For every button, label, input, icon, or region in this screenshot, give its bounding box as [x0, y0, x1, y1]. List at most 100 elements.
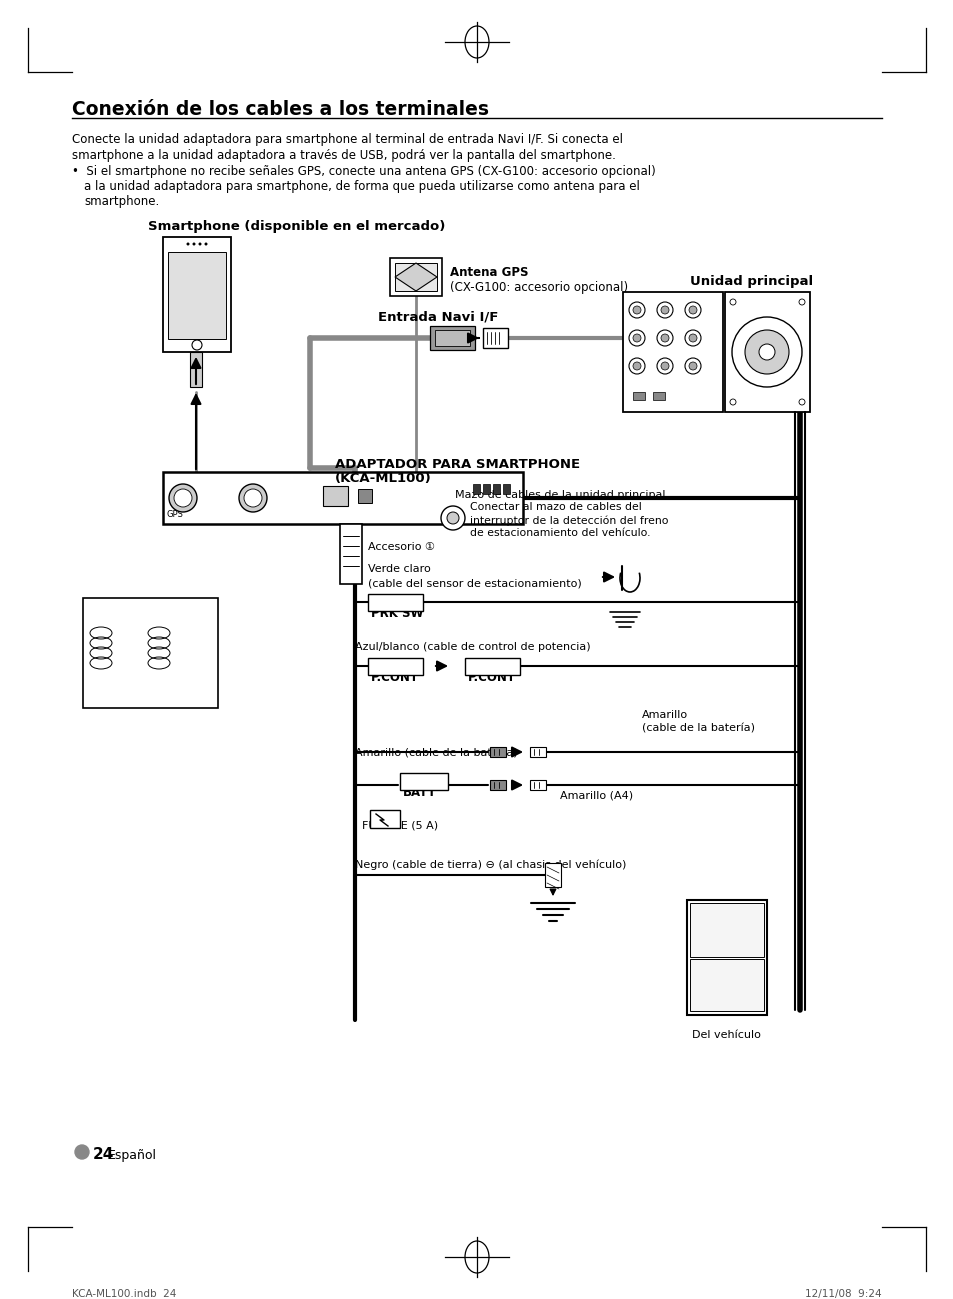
Text: FUSIBLE (5 A): FUSIBLE (5 A) — [355, 820, 437, 830]
Bar — [390, 259, 441, 296]
Circle shape — [75, 1144, 89, 1159]
Circle shape — [657, 330, 672, 346]
Circle shape — [660, 307, 668, 314]
Text: A4: A4 — [728, 912, 737, 917]
Bar — [493, 485, 499, 494]
Text: BATT: BATT — [402, 786, 436, 799]
Text: Conectar al mazo de cables del: Conectar al mazo de cables del — [470, 501, 641, 512]
Text: (CX-G100: accesorio opcional): (CX-G100: accesorio opcional) — [450, 281, 627, 294]
Circle shape — [239, 485, 267, 512]
Bar — [435, 330, 470, 346]
Text: Verde claro: Verde claro — [368, 564, 431, 574]
Bar — [502, 485, 510, 494]
Circle shape — [633, 307, 640, 314]
Bar — [163, 236, 231, 352]
Circle shape — [688, 334, 697, 342]
Text: B7: B7 — [695, 983, 702, 989]
Text: Amarillo (cable de la batería): Amarillo (cable de la batería) — [355, 748, 517, 759]
Bar — [357, 488, 372, 503]
Text: Amarillo: Amarillo — [641, 711, 687, 720]
Circle shape — [660, 362, 668, 370]
Text: A6: A6 — [711, 912, 720, 917]
Bar — [370, 811, 399, 827]
Bar — [163, 472, 522, 523]
Bar — [544, 863, 560, 887]
Text: B4: B4 — [728, 969, 737, 974]
Bar — [530, 747, 545, 757]
Text: (KCA-ML100): (KCA-ML100) — [335, 472, 432, 485]
Text: A1: A1 — [745, 926, 753, 931]
Text: A7: A7 — [695, 926, 702, 931]
Text: Accesorio ①: Accesorio ① — [368, 542, 435, 552]
Circle shape — [198, 243, 201, 246]
Circle shape — [244, 488, 262, 507]
Text: B8: B8 — [695, 969, 702, 974]
Circle shape — [799, 399, 804, 405]
Bar — [323, 486, 348, 507]
Bar — [490, 747, 505, 757]
Text: Entrada Navi I/F: Entrada Navi I/F — [377, 310, 497, 323]
Text: B1: B1 — [745, 983, 753, 989]
Text: B5: B5 — [711, 983, 720, 989]
Bar — [633, 392, 644, 400]
Text: A5: A5 — [711, 926, 720, 931]
Circle shape — [660, 334, 668, 342]
Text: •  Si el smartphone no recibe señales GPS, conecte una antena GPS (CX-G100: acce: • Si el smartphone no recibe señales GPS… — [71, 165, 655, 178]
Circle shape — [192, 340, 202, 349]
Bar — [622, 292, 722, 412]
Text: A2: A2 — [745, 912, 754, 917]
Bar — [190, 352, 202, 387]
Circle shape — [628, 301, 644, 318]
Circle shape — [633, 362, 640, 370]
Text: Smartphone (disponible en el mercado): Smartphone (disponible en el mercado) — [148, 220, 445, 233]
Text: Negro (cable de tierra) ⊖ (al chasis del vehículo): Negro (cable de tierra) ⊖ (al chasis del… — [355, 860, 626, 870]
Text: Español: Español — [108, 1150, 157, 1163]
Text: Amarillo (A4): Amarillo (A4) — [559, 790, 633, 800]
Bar — [430, 326, 475, 349]
Text: B3: B3 — [728, 983, 737, 989]
Text: P.CONT: P.CONT — [468, 672, 516, 685]
Bar — [168, 252, 226, 339]
Text: ADAPTADOR PARA SMARTPHONE: ADAPTADOR PARA SMARTPHONE — [335, 459, 579, 472]
Text: GPS: GPS — [167, 511, 184, 520]
Circle shape — [729, 399, 735, 405]
Bar — [689, 903, 763, 957]
Text: smartphone a la unidad adaptadora a través de USB, podrá ver la pantalla del sma: smartphone a la unidad adaptadora a trav… — [71, 149, 616, 162]
Circle shape — [440, 507, 464, 530]
Circle shape — [684, 330, 700, 346]
Text: Azul/blanco (cable de control de potencia): Azul/blanco (cable de control de potenci… — [355, 642, 590, 652]
Text: PRK SW: PRK SW — [371, 607, 423, 620]
Polygon shape — [395, 262, 436, 291]
Text: (cable del sensor de estacionamiento): (cable del sensor de estacionamiento) — [368, 578, 581, 588]
Circle shape — [633, 334, 640, 342]
Text: Conecte la unidad adaptadora para smartphone al terminal de entrada Navi I/F. Si: Conecte la unidad adaptadora para smartp… — [71, 132, 622, 145]
Circle shape — [193, 243, 195, 246]
Text: interruptor de la detección del freno: interruptor de la detección del freno — [470, 514, 668, 526]
Circle shape — [688, 307, 697, 314]
Circle shape — [759, 344, 774, 360]
Bar — [490, 779, 505, 790]
Text: KCA-ML100.indb  24: KCA-ML100.indb 24 — [71, 1289, 176, 1299]
Circle shape — [628, 359, 644, 374]
Text: a la unidad adaptadora para smartphone, de forma que pueda utilizarse como anten: a la unidad adaptadora para smartphone, … — [84, 181, 639, 194]
Bar — [464, 659, 519, 675]
Circle shape — [186, 243, 190, 246]
Bar — [339, 523, 361, 585]
Circle shape — [657, 359, 672, 374]
Text: de estacionamiento del vehículo.: de estacionamiento del vehículo. — [470, 527, 650, 538]
Text: 12/11/08  9:24: 12/11/08 9:24 — [804, 1289, 882, 1299]
Circle shape — [799, 299, 804, 305]
Text: P.CONT: P.CONT — [371, 672, 418, 685]
Text: (cable de la batería): (cable de la batería) — [641, 724, 754, 733]
Circle shape — [657, 301, 672, 318]
Bar — [724, 292, 809, 412]
Text: Mazo de cables de la unidad principal: Mazo de cables de la unidad principal — [455, 490, 665, 500]
Bar — [482, 329, 507, 348]
Bar — [83, 598, 218, 708]
Text: 24: 24 — [92, 1147, 114, 1163]
Circle shape — [628, 330, 644, 346]
Circle shape — [204, 243, 208, 246]
Circle shape — [688, 362, 697, 370]
Bar — [482, 485, 490, 494]
Circle shape — [173, 488, 192, 507]
